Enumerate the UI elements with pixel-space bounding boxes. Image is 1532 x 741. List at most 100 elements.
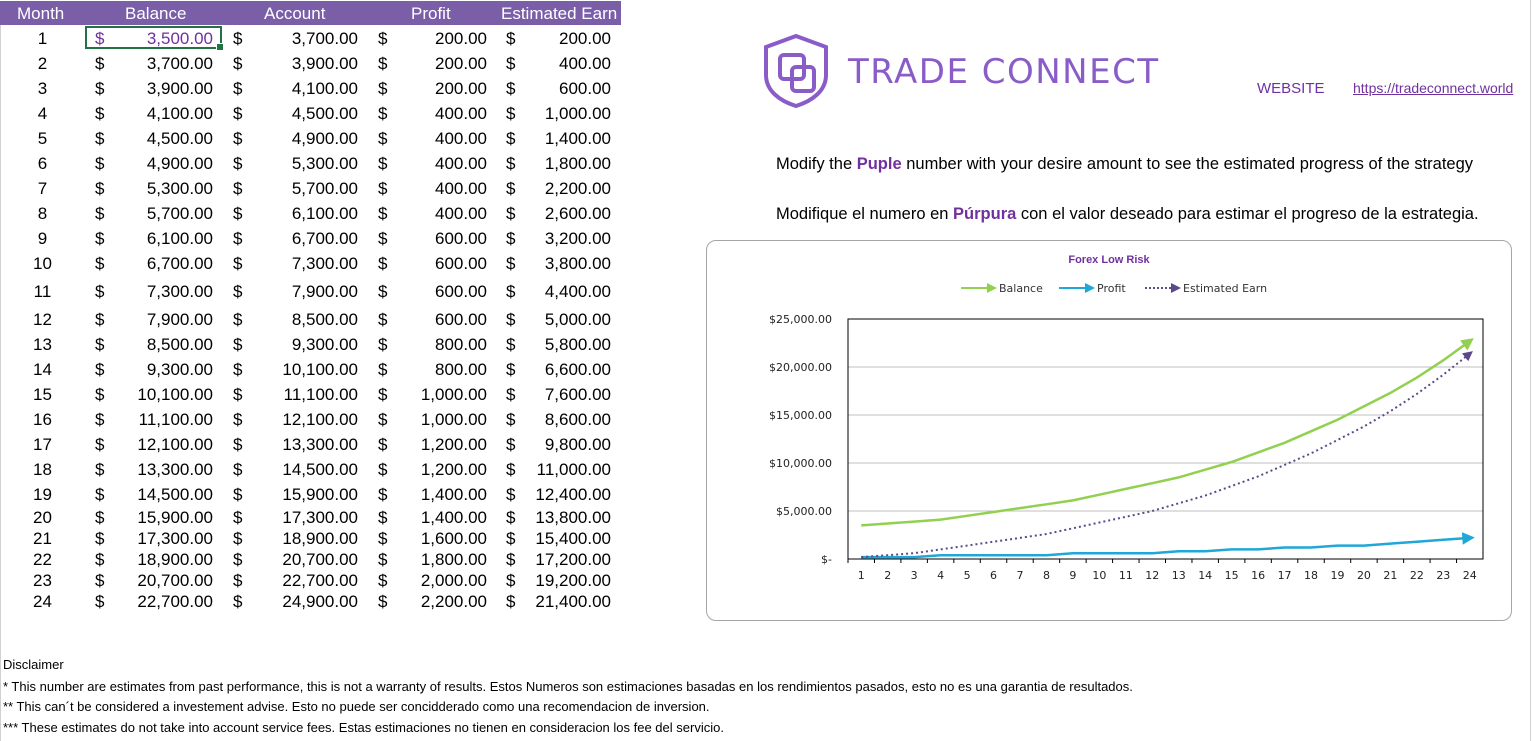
- account-cell[interactable]: 6,700.00: [291, 229, 358, 248]
- header-account[interactable]: Account: [264, 4, 326, 23]
- balance-cell[interactable]: 7,300.00: [146, 282, 213, 301]
- estimated-earn-cell[interactable]: 3,200.00: [544, 229, 611, 248]
- month-cell[interactable]: 5: [37, 129, 48, 148]
- balance-cell[interactable]: 22,700.00: [137, 592, 213, 611]
- month-cell[interactable]: 10: [33, 254, 52, 273]
- estimated-earn-cell[interactable]: 8,600.00: [544, 410, 611, 429]
- profit-cell[interactable]: 1,200.00: [420, 435, 487, 454]
- estimated-earn-cell[interactable]: 1,000.00: [544, 104, 611, 123]
- month-cell[interactable]: 20: [33, 508, 52, 527]
- month-cell[interactable]: 16: [33, 410, 52, 429]
- estimated-earn-cell[interactable]: 19,200.00: [535, 571, 611, 590]
- month-cell[interactable]: 18: [33, 460, 52, 479]
- profit-cell[interactable]: 400.00: [435, 104, 487, 123]
- balance-cell[interactable]: 15,900.00: [137, 508, 213, 527]
- profit-cell[interactable]: 1,800.00: [420, 550, 487, 569]
- account-cell[interactable]: 24,900.00: [282, 592, 358, 611]
- balance-cell[interactable]: 6,700.00: [146, 254, 213, 273]
- profit-cell[interactable]: 400.00: [435, 154, 487, 173]
- account-cell[interactable]: 11,100.00: [283, 385, 358, 404]
- estimated-earn-cell[interactable]: 5,800.00: [544, 335, 611, 354]
- profit-cell[interactable]: 2,000.00: [420, 571, 487, 590]
- month-cell[interactable]: 7: [37, 179, 48, 198]
- balance-cell[interactable]: 9,300.00: [146, 360, 213, 379]
- balance-cell[interactable]: 13,300.00: [137, 460, 213, 479]
- profit-cell[interactable]: 800.00: [435, 360, 487, 379]
- account-cell[interactable]: 3,700.00: [291, 29, 358, 48]
- estimated-earn-cell[interactable]: 17,200.00: [535, 550, 611, 569]
- account-cell[interactable]: 13,300.00: [282, 435, 358, 454]
- profit-cell[interactable]: 1,000.00: [420, 385, 487, 404]
- balance-cell[interactable]: 3,700.00: [146, 54, 213, 73]
- month-cell[interactable]: 15: [33, 385, 52, 404]
- estimated-earn-cell[interactable]: 4,400.00: [544, 282, 611, 301]
- profit-cell[interactable]: 400.00: [435, 204, 487, 223]
- estimated-earn-cell[interactable]: 200.00: [559, 29, 611, 48]
- month-cell[interactable]: 14: [33, 360, 52, 379]
- account-cell[interactable]: 12,100.00: [282, 410, 358, 429]
- estimated-earn-cell[interactable]: 2,600.00: [544, 204, 611, 223]
- account-cell[interactable]: 5,300.00: [291, 154, 358, 173]
- profit-cell[interactable]: 400.00: [435, 129, 487, 148]
- month-cell[interactable]: 23: [33, 571, 52, 590]
- estimated-earn-cell[interactable]: 400.00: [559, 54, 611, 73]
- month-cell[interactable]: 3: [37, 79, 48, 98]
- account-cell[interactable]: 3,900.00: [291, 54, 358, 73]
- header-estimated-earn[interactable]: Estimated Earn: [501, 4, 618, 23]
- account-cell[interactable]: 14,500.00: [282, 460, 358, 479]
- account-cell[interactable]: 9,300.00: [291, 335, 358, 354]
- balance-cell[interactable]: 6,100.00: [146, 229, 213, 248]
- estimated-earn-cell[interactable]: 3,800.00: [544, 254, 611, 273]
- account-cell[interactable]: 18,900.00: [282, 529, 358, 548]
- account-cell[interactable]: 4,100.00: [291, 79, 358, 98]
- balance-cell[interactable]: 7,900.00: [146, 310, 213, 329]
- profit-cell[interactable]: 400.00: [435, 179, 487, 198]
- month-cell[interactable]: 21: [33, 529, 52, 548]
- header-month[interactable]: Month: [17, 4, 65, 23]
- profit-cell[interactable]: 200.00: [435, 79, 487, 98]
- estimated-earn-cell[interactable]: 15,400.00: [535, 529, 611, 548]
- balance-cell[interactable]: 20,700.00: [137, 571, 213, 590]
- balance-cell[interactable]: 12,100.00: [137, 435, 213, 454]
- month-cell[interactable]: 17: [33, 435, 52, 454]
- profit-cell[interactable]: 1,400.00: [420, 485, 487, 504]
- profit-cell[interactable]: 1,600.00: [420, 529, 487, 548]
- estimated-earn-cell[interactable]: 6,600.00: [544, 360, 611, 379]
- account-cell[interactable]: 17,300.00: [282, 508, 358, 527]
- balance-cell[interactable]: 8,500.00: [146, 335, 213, 354]
- account-cell[interactable]: 20,700.00: [282, 550, 358, 569]
- balance-cell[interactable]: 11,100.00: [138, 410, 213, 429]
- balance-cell[interactable]: 3,500.00: [146, 29, 213, 48]
- profit-cell[interactable]: 600.00: [435, 229, 487, 248]
- estimated-earn-cell[interactable]: 21,400.00: [535, 592, 611, 611]
- account-cell[interactable]: 7,900.00: [291, 282, 358, 301]
- balance-cell[interactable]: 10,100.00: [137, 385, 213, 404]
- estimated-earn-cell[interactable]: 9,800.00: [544, 435, 611, 454]
- balance-cell[interactable]: 4,100.00: [146, 104, 213, 123]
- month-cell[interactable]: 12: [33, 310, 52, 329]
- estimated-earn-cell[interactable]: 13,800.00: [535, 508, 611, 527]
- account-cell[interactable]: 10,100.00: [282, 360, 358, 379]
- profit-cell[interactable]: 1,000.00: [420, 410, 487, 429]
- chart-container[interactable]: Forex Low Risk Balance Profit Estimated Ear…: [706, 240, 1512, 621]
- account-cell[interactable]: 4,500.00: [291, 104, 358, 123]
- balance-cell[interactable]: 5,300.00: [146, 179, 213, 198]
- estimated-earn-cell[interactable]: 2,200.00: [544, 179, 611, 198]
- account-cell[interactable]: 8,500.00: [291, 310, 358, 329]
- website-link[interactable]: https://tradeconnect.world: [1353, 80, 1514, 96]
- header-profit[interactable]: Profit: [411, 4, 451, 23]
- account-cell[interactable]: 5,700.00: [291, 179, 358, 198]
- selected-cell-outline[interactable]: [85, 26, 224, 51]
- profit-cell[interactable]: 600.00: [435, 254, 487, 273]
- profit-cell[interactable]: 600.00: [435, 310, 487, 329]
- estimated-earn-cell[interactable]: 11,000.00: [536, 460, 611, 479]
- estimated-earn-cell[interactable]: 1,800.00: [544, 154, 611, 173]
- header-balance[interactable]: Balance: [125, 4, 187, 23]
- estimated-earn-cell[interactable]: 7,600.00: [544, 385, 611, 404]
- month-cell[interactable]: 24: [33, 592, 52, 611]
- profit-cell[interactable]: 200.00: [435, 54, 487, 73]
- balance-cell[interactable]: 5,700.00: [146, 204, 213, 223]
- month-cell[interactable]: 2: [37, 54, 48, 73]
- estimated-earn-cell[interactable]: 600.00: [559, 79, 611, 98]
- estimated-earn-cell[interactable]: 5,000.00: [544, 310, 611, 329]
